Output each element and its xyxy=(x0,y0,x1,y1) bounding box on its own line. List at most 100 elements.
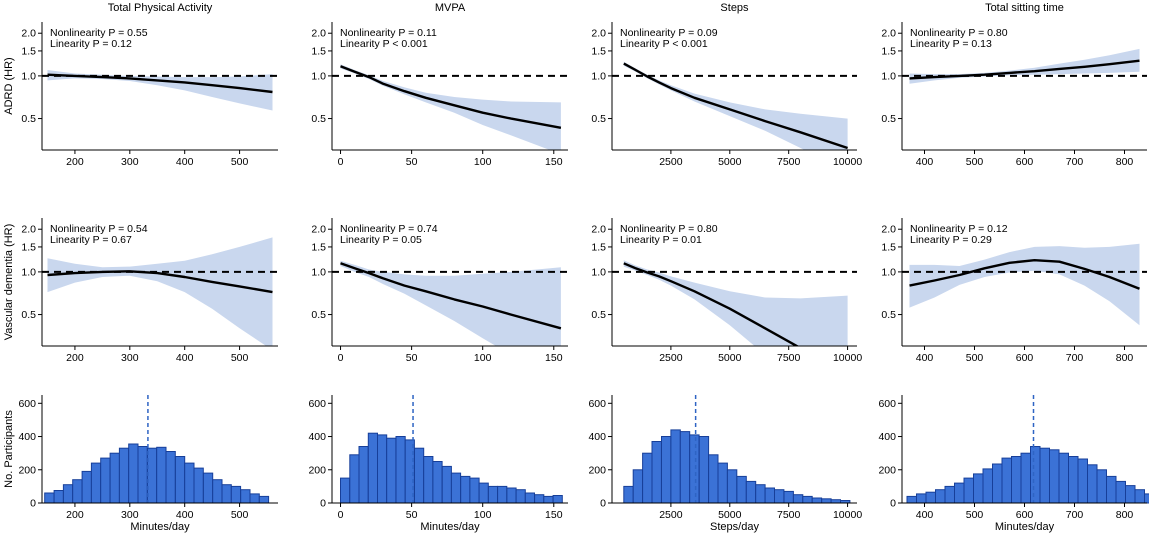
linearity-annotation: Linearity P = 0.01 xyxy=(620,234,702,246)
x-tick-label: 50 xyxy=(406,352,418,364)
confidence-band xyxy=(47,70,273,111)
row-ylabel-2: Vascular dementia (HR) xyxy=(3,224,15,341)
row-ylabel-1: ADRD (HR) xyxy=(3,57,15,114)
x-tick-label: 200 xyxy=(66,352,84,364)
x-axis-label: Minutes/day xyxy=(995,521,1055,533)
histogram-bar xyxy=(925,491,936,504)
y-tick-label: 1.5 xyxy=(21,45,36,57)
x-tick-label: 50 xyxy=(406,156,418,168)
x-tick-label: 300 xyxy=(121,156,139,168)
x-tick-label: 5000 xyxy=(718,156,742,168)
histogram-bar xyxy=(661,436,672,504)
histogram-bar xyxy=(62,484,74,504)
x-axis-label: Steps/day xyxy=(710,521,759,533)
hr-curve xyxy=(340,65,562,129)
x-tick-label: 300 xyxy=(121,509,139,521)
x-tick-label: 0 xyxy=(338,156,344,168)
histogram-bar xyxy=(81,470,92,504)
histogram-bar xyxy=(708,454,719,504)
y-tick-label: 200 xyxy=(878,464,896,476)
column-title-steps: Steps xyxy=(720,2,749,14)
y-tick-label: 400 xyxy=(878,431,896,443)
y-tick-label: 2.0 xyxy=(591,28,606,40)
histogram-bar xyxy=(221,484,232,504)
histogram-bar xyxy=(72,479,83,504)
hr-panel-plot-area xyxy=(612,61,857,150)
histogram-bar xyxy=(726,469,738,504)
y-tick-label: 400 xyxy=(588,431,606,443)
hr-panel-steps-row2: 0.5 1.0 1.5 2.0 2500 5000 7500 10000 Nonlinearit… xyxy=(591,218,862,364)
histogram-bar xyxy=(90,462,102,504)
x-tick-label: 200 xyxy=(66,509,84,521)
x-tick-label: 7500 xyxy=(777,352,801,364)
histogram-bar xyxy=(689,434,700,504)
histogram-total-physical-activity: 0 200 400 600 200 300 400 500 Minutes/day xyxy=(18,395,278,533)
histogram-bar xyxy=(414,447,425,504)
histogram-bar xyxy=(1144,493,1149,504)
histogram-bar xyxy=(543,495,554,504)
histogram-bar xyxy=(497,485,508,504)
histogram-bar xyxy=(1068,456,1079,504)
histogram-bar xyxy=(340,477,351,504)
histogram-bar xyxy=(441,465,452,504)
y-tick-label: 0.5 xyxy=(591,113,606,125)
confidence-band xyxy=(340,64,561,150)
y-tick-label: 1.5 xyxy=(21,241,36,253)
hr-curve xyxy=(47,73,273,94)
hr-panel-plot-area xyxy=(42,70,278,111)
hr-panel-plot-area xyxy=(902,48,1147,84)
histogram-bar xyxy=(973,473,984,504)
y-tick-label: 0 xyxy=(600,498,606,510)
histogram-bar xyxy=(717,462,728,504)
histogram-bar xyxy=(1077,458,1088,504)
y-tick-label: 2.0 xyxy=(21,28,36,40)
row-ylabel-3: No. Participants xyxy=(3,410,15,488)
y-tick-label: 600 xyxy=(18,398,36,410)
histogram-bar xyxy=(935,489,946,504)
histogram-bar xyxy=(184,462,195,504)
nonlinearity-annotation: Nonlinearity P = 0.09 xyxy=(620,27,718,39)
histogram-bar xyxy=(202,472,214,504)
confidence-band xyxy=(340,260,561,346)
histogram-bar xyxy=(1011,456,1022,504)
histogram-total-sitting-time: 0 200 400 600 400 500 600 700 800 Minutes/day xyxy=(878,395,1149,533)
x-tick-label: 2500 xyxy=(659,352,683,364)
hr-panel-plot-area xyxy=(902,243,1147,326)
y-tick-label: 1.0 xyxy=(311,70,326,82)
x-tick-label: 300 xyxy=(121,352,139,364)
histogram-bar xyxy=(1096,469,1107,504)
y-tick-label: 2.0 xyxy=(881,28,896,40)
y-tick-label: 1.0 xyxy=(591,266,606,278)
nonlinearity-annotation: Nonlinearity P = 0.54 xyxy=(50,223,148,235)
histogram-steps: 0 200 400 600 2500 5000 7500 10000 Steps/day xyxy=(588,395,862,533)
y-tick-label: 200 xyxy=(308,464,326,476)
histogram-bar xyxy=(450,472,462,504)
x-tick-label: 2500 xyxy=(659,156,683,168)
hr-panel-plot-area xyxy=(612,260,857,346)
x-tick-label: 600 xyxy=(1016,156,1034,168)
histogram-bar xyxy=(745,480,757,504)
histogram-bar xyxy=(670,429,681,504)
y-tick-label: 2.0 xyxy=(21,224,36,236)
histogram-bar xyxy=(792,494,804,504)
x-tick-label: 400 xyxy=(176,509,194,521)
histogram-bar xyxy=(963,477,974,504)
linearity-annotation: Linearity P = 0.05 xyxy=(340,234,422,246)
hr-panel-plot-area xyxy=(42,237,278,346)
histogram-bar xyxy=(1106,475,1117,504)
hr-curve xyxy=(623,62,848,150)
hr-panel-total-sitting-time-row2: 0.5 1.0 1.5 2.0 400 500 600 700 800 Nonlinearity … xyxy=(881,218,1147,364)
y-tick-label: 2.0 xyxy=(311,28,326,40)
x-tick-label: 150 xyxy=(545,352,563,364)
x-tick-label: 500 xyxy=(231,156,249,168)
x-tick-label: 500 xyxy=(966,352,984,364)
x-tick-label: 700 xyxy=(1066,352,1084,364)
histogram-bar xyxy=(146,447,158,504)
hr-panel-plot-area xyxy=(332,260,568,346)
y-tick-label: 600 xyxy=(588,398,606,410)
hr-panel-total-sitting-time-row1: 0.5 1.0 1.5 2.0 400 500 600 700 800 Nonlinearity … xyxy=(881,22,1147,168)
nonlinearity-annotation: Nonlinearity P = 0.80 xyxy=(910,27,1008,39)
histogram-bar xyxy=(736,475,747,504)
x-tick-label: 700 xyxy=(1066,509,1084,521)
confidence-band xyxy=(909,48,1140,84)
